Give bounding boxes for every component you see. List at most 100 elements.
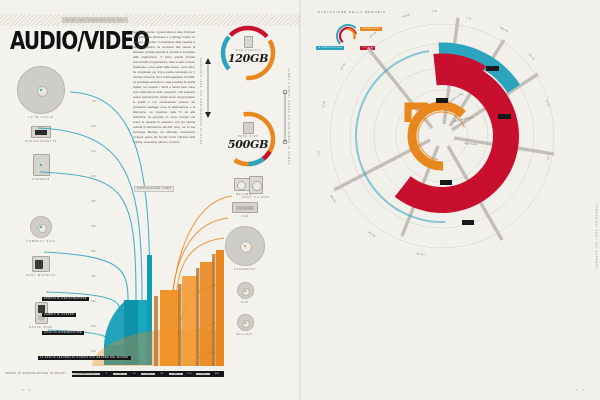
bar-tag: CAMBIO DI NASTRO bbox=[42, 313, 77, 317]
video-media-column: BETAMAX VHS LASERDISC DVD BLU-RAY bbox=[214, 178, 276, 342]
vhs-cassette-icon bbox=[232, 202, 258, 213]
media-label: SONY CV-2000 bbox=[242, 196, 270, 199]
left-kicker-label: DIGITAL NOSTALGIA 40 bbox=[66, 18, 124, 22]
axis-scale-value: 120 bbox=[187, 373, 192, 375]
gauge-value: 120GB bbox=[227, 52, 269, 65]
audio-media-column: LP IN VINILE AUDIOCASSETTA STEREO8 COMPA… bbox=[6, 66, 76, 336]
vertical-axis-label-weight: PESO IN PROPORZIONE DEI VARI SUPPORTI bbox=[200, 56, 203, 144]
svg-text:1 TB: 1 TB bbox=[466, 16, 472, 21]
list-item[interactable]: DVD bbox=[214, 282, 276, 310]
right-rail-label: DIMENSIONI REALI DEI SUPPORTI bbox=[594, 204, 597, 270]
list-item[interactable]: VHS bbox=[214, 202, 276, 222]
axis-scale-value: 240 bbox=[196, 373, 211, 375]
laserdisc-icon bbox=[225, 226, 265, 266]
axis-tick: 300 bbox=[91, 225, 96, 228]
media-label: BLU-RAY bbox=[236, 333, 254, 336]
audio-video-flow-chart bbox=[37, 91, 233, 366]
axis-tick: 400 bbox=[91, 275, 96, 278]
svg-text:80 GB: 80 GB bbox=[340, 63, 346, 71]
svg-text:250 GB: 250 GB bbox=[369, 31, 378, 39]
media-label: LASERDISC bbox=[234, 268, 256, 271]
media-label: AUDIOCASSETTA bbox=[24, 140, 58, 143]
media-label: LP IN VINILE bbox=[28, 116, 54, 119]
axis-scale-value: 5 bbox=[113, 373, 128, 375]
gauge-content: IPOD CLASSIC 120GB bbox=[212, 36, 284, 65]
axis-scale-value: 30 bbox=[160, 373, 164, 375]
left-body-copy: Nel secolo scorso, il grammofono è stato… bbox=[133, 31, 195, 144]
vinyl-record-icon bbox=[17, 66, 65, 114]
svg-text:1.44 MB: 1.44 MB bbox=[416, 252, 426, 256]
svg-text:SECURE DIGITAL: SECURE DIGITAL bbox=[454, 116, 475, 123]
media-label: APPLE IPOD bbox=[29, 326, 53, 329]
page-number: 4 bbox=[22, 388, 24, 392]
media-label: VHS bbox=[241, 215, 249, 218]
list-item[interactable]: APPLE IPOD bbox=[6, 302, 76, 336]
axis-scale-label: DI ORE DI PIÙ bbox=[72, 373, 100, 375]
svg-text:1 GB: 1 GB bbox=[546, 154, 550, 160]
legend-mini-diagram bbox=[336, 24, 360, 49]
axis-scale-bar: DI ORE DI PIÙ 1 5 10 15 30 60 120 240 48… bbox=[72, 371, 224, 377]
svg-text:500 GB: 500 GB bbox=[500, 26, 509, 33]
left-page-numbers: 4 0 bbox=[22, 388, 30, 392]
media-label: DVD bbox=[241, 301, 249, 304]
list-item[interactable]: STEREO8 bbox=[6, 154, 76, 194]
bluray-disc-icon bbox=[236, 314, 254, 331]
axis-scale-value: 10 bbox=[132, 373, 136, 375]
svg-text:2 TB: 2 TB bbox=[432, 10, 438, 13]
axis-tick: 100 bbox=[91, 125, 96, 128]
axis-tick: 150 bbox=[91, 150, 96, 153]
left-kicker-bar: DIGITAL NOSTALGIA 40 bbox=[62, 17, 128, 23]
axis-scale-value: 480 bbox=[214, 373, 220, 375]
legend-chip-stato-solido[interactable]: A STATO SOLIDO bbox=[316, 46, 345, 50]
gauge-connector-right bbox=[282, 89, 288, 145]
gauge-connector bbox=[205, 58, 211, 118]
gauge-ring bbox=[220, 25, 276, 81]
gauge-hard-disk[interactable]: HARD DISK 500GB bbox=[212, 108, 284, 170]
vertical-axis-label-download: TEMPO DI DOWNLOAD SU BANDA LARGA A 2MBIT bbox=[288, 67, 291, 164]
axis-tick: 500 bbox=[91, 325, 96, 328]
minidisc-icon bbox=[32, 256, 50, 272]
hard-disk-icon bbox=[242, 122, 254, 134]
bar-tag: QUALITÀ RIPRODUZIONE bbox=[42, 331, 85, 335]
legend-chip-ottica[interactable]: OTTICA bbox=[360, 46, 376, 50]
list-item[interactable]: BLU-RAY bbox=[214, 314, 276, 342]
media-label: SONY MINIDISC bbox=[25, 274, 57, 277]
axis-tick: 200 bbox=[91, 175, 96, 178]
svg-text:700 GB: 700 GB bbox=[401, 13, 410, 19]
gauge-ipod-classic[interactable]: IPOD CLASSIC 120GB bbox=[212, 22, 284, 84]
spread-gutter bbox=[299, 0, 301, 400]
video-section-tag: RIPRODUZIONE VIDEO bbox=[134, 186, 175, 192]
list-item[interactable]: SONY CV-2000 bbox=[236, 176, 276, 199]
left-page: DIGITAL NOSTALGIA 40 AUDIO/VIDEO Nel sec… bbox=[0, 14, 300, 392]
gauge-ring bbox=[220, 111, 276, 167]
svg-text:650 MB: 650 MB bbox=[330, 194, 337, 203]
list-item[interactable]: LASERDISC bbox=[214, 226, 276, 278]
svg-text:10 GB: 10 GB bbox=[545, 99, 550, 107]
gauge-content: HARD DISK 500GB bbox=[212, 122, 284, 151]
compact-disc-icon bbox=[30, 216, 52, 238]
svg-text:20 GB: 20 GB bbox=[322, 100, 326, 108]
list-item[interactable]: COMPACT DISC bbox=[6, 216, 76, 256]
gauge-label: HARD DISK bbox=[237, 135, 259, 138]
ipod-player-icon bbox=[243, 36, 253, 48]
page-number: 4 bbox=[575, 388, 578, 392]
ipod-player-icon bbox=[34, 302, 48, 324]
media-label: BETAMAX bbox=[236, 193, 254, 196]
gauge-label: IPOD CLASSIC bbox=[234, 49, 262, 52]
media-label: STEREO8 bbox=[32, 178, 50, 181]
list-item[interactable]: LP IN VINILE bbox=[6, 66, 76, 126]
eight-track-cartridge-icon bbox=[32, 154, 50, 176]
axis-caption: TEMPO DI RIPRODUZIONE IN MINUTI bbox=[5, 372, 67, 375]
right-page: EVOLUZIONE DELLA MEMORIA MAGNETICA OTTIC… bbox=[300, 0, 600, 400]
axis-tick: 350 bbox=[91, 250, 96, 253]
legend-chip-magnetica[interactable]: MAGNETICA bbox=[360, 27, 382, 31]
axis-tick: 50 bbox=[92, 100, 96, 103]
svg-text:100 MB: 100 MB bbox=[368, 230, 377, 238]
list-item[interactable]: SONY MINIDISC bbox=[6, 256, 76, 288]
media-label: COMPACT DISC bbox=[26, 240, 56, 243]
axis-tick: 600 bbox=[91, 350, 96, 353]
right-page-numbers: 4 1 bbox=[576, 388, 584, 392]
svg-text:USB FLASH: USB FLASH bbox=[464, 142, 478, 146]
legend-evoluzione-memoria: EVOLUZIONE DELLA MEMORIA MAGNETICA OTTIC… bbox=[316, 10, 392, 55]
